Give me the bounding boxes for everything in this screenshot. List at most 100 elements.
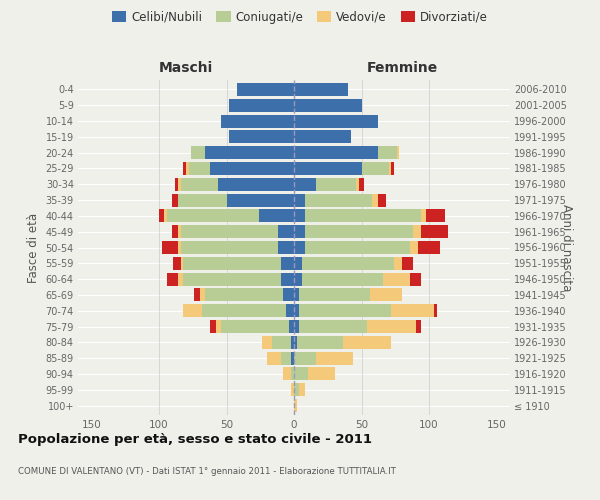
Bar bbox=[397, 146, 400, 159]
Bar bbox=[294, 225, 305, 238]
Bar bbox=[289, 320, 294, 333]
Bar bbox=[391, 162, 394, 175]
Bar bbox=[184, 257, 281, 270]
Bar bbox=[294, 99, 361, 112]
Bar bbox=[173, 257, 181, 270]
Bar bbox=[281, 352, 292, 364]
Text: Popolazione per età, sesso e stato civile - 2011: Popolazione per età, sesso e stato civil… bbox=[18, 432, 372, 446]
Bar bbox=[218, 178, 294, 191]
Bar bbox=[294, 114, 378, 128]
Bar bbox=[294, 257, 302, 270]
Bar bbox=[316, 178, 356, 191]
Bar bbox=[391, 304, 434, 317]
Bar bbox=[294, 178, 316, 191]
Bar bbox=[167, 272, 178, 285]
Bar bbox=[215, 320, 221, 333]
Bar bbox=[294, 83, 348, 96]
Bar bbox=[370, 288, 402, 302]
Bar bbox=[238, 83, 294, 96]
Bar bbox=[205, 288, 283, 302]
Bar bbox=[294, 352, 316, 364]
Bar bbox=[299, 288, 370, 302]
Bar bbox=[221, 114, 294, 128]
Bar bbox=[378, 146, 397, 159]
Bar bbox=[173, 225, 178, 238]
Bar bbox=[305, 194, 372, 206]
Bar bbox=[181, 257, 183, 270]
Bar bbox=[186, 162, 188, 175]
Bar bbox=[308, 368, 335, 380]
Bar bbox=[188, 162, 210, 175]
Bar bbox=[316, 352, 353, 364]
Bar bbox=[389, 162, 391, 175]
Bar bbox=[173, 194, 178, 206]
Bar bbox=[184, 162, 186, 175]
Bar bbox=[415, 320, 421, 333]
Bar bbox=[294, 288, 299, 302]
Bar bbox=[294, 304, 299, 317]
Bar bbox=[294, 368, 308, 380]
Bar bbox=[292, 336, 294, 349]
Bar bbox=[210, 320, 216, 333]
Bar bbox=[302, 257, 394, 270]
Bar bbox=[296, 336, 343, 349]
Text: Femmine: Femmine bbox=[367, 61, 437, 75]
Bar bbox=[227, 194, 294, 206]
Bar bbox=[178, 272, 183, 285]
Bar bbox=[356, 178, 359, 191]
Bar bbox=[294, 210, 305, 222]
Bar bbox=[294, 146, 378, 159]
Bar bbox=[191, 146, 205, 159]
Bar bbox=[305, 241, 410, 254]
Bar bbox=[367, 320, 416, 333]
Bar bbox=[181, 178, 218, 191]
Text: COMUNE DI VALENTANO (VT) - Dati ISTAT 1° gennaio 2011 - Elaborazione TUTTITALIA.: COMUNE DI VALENTANO (VT) - Dati ISTAT 1°… bbox=[18, 468, 396, 476]
Bar bbox=[159, 210, 164, 222]
Bar bbox=[210, 162, 294, 175]
Bar bbox=[178, 241, 181, 254]
Bar bbox=[434, 304, 437, 317]
Bar bbox=[283, 368, 292, 380]
Bar bbox=[178, 178, 181, 191]
Bar bbox=[292, 368, 294, 380]
Bar bbox=[294, 272, 302, 285]
Bar bbox=[372, 194, 378, 206]
Legend: Celibi/Nubili, Coniugati/e, Vedovi/e, Divorziati/e: Celibi/Nubili, Coniugati/e, Vedovi/e, Di… bbox=[107, 6, 493, 28]
Bar bbox=[410, 272, 421, 285]
Bar bbox=[294, 162, 361, 175]
Bar bbox=[162, 241, 178, 254]
Bar bbox=[278, 241, 294, 254]
Bar bbox=[272, 336, 292, 349]
Bar bbox=[167, 210, 259, 222]
Bar bbox=[221, 320, 289, 333]
Bar bbox=[378, 194, 386, 206]
Bar bbox=[343, 336, 391, 349]
Bar bbox=[262, 336, 272, 349]
Bar bbox=[259, 210, 294, 222]
Bar bbox=[181, 225, 278, 238]
Bar bbox=[178, 194, 227, 206]
Y-axis label: Anni di nascita: Anni di nascita bbox=[560, 204, 572, 291]
Bar bbox=[184, 272, 281, 285]
Bar bbox=[299, 383, 305, 396]
Bar bbox=[421, 210, 426, 222]
Bar bbox=[292, 383, 294, 396]
Bar bbox=[294, 336, 296, 349]
Bar bbox=[294, 241, 305, 254]
Bar bbox=[281, 257, 294, 270]
Bar bbox=[299, 320, 367, 333]
Bar bbox=[359, 178, 364, 191]
Bar bbox=[175, 178, 178, 191]
Bar bbox=[305, 225, 413, 238]
Bar bbox=[421, 225, 448, 238]
Bar bbox=[294, 383, 299, 396]
Bar bbox=[205, 146, 294, 159]
Bar bbox=[194, 288, 199, 302]
Bar bbox=[294, 399, 296, 412]
Bar bbox=[305, 210, 421, 222]
Bar bbox=[413, 225, 421, 238]
Bar bbox=[418, 241, 440, 254]
Bar bbox=[294, 320, 299, 333]
Bar bbox=[294, 130, 350, 143]
Bar bbox=[299, 304, 391, 317]
